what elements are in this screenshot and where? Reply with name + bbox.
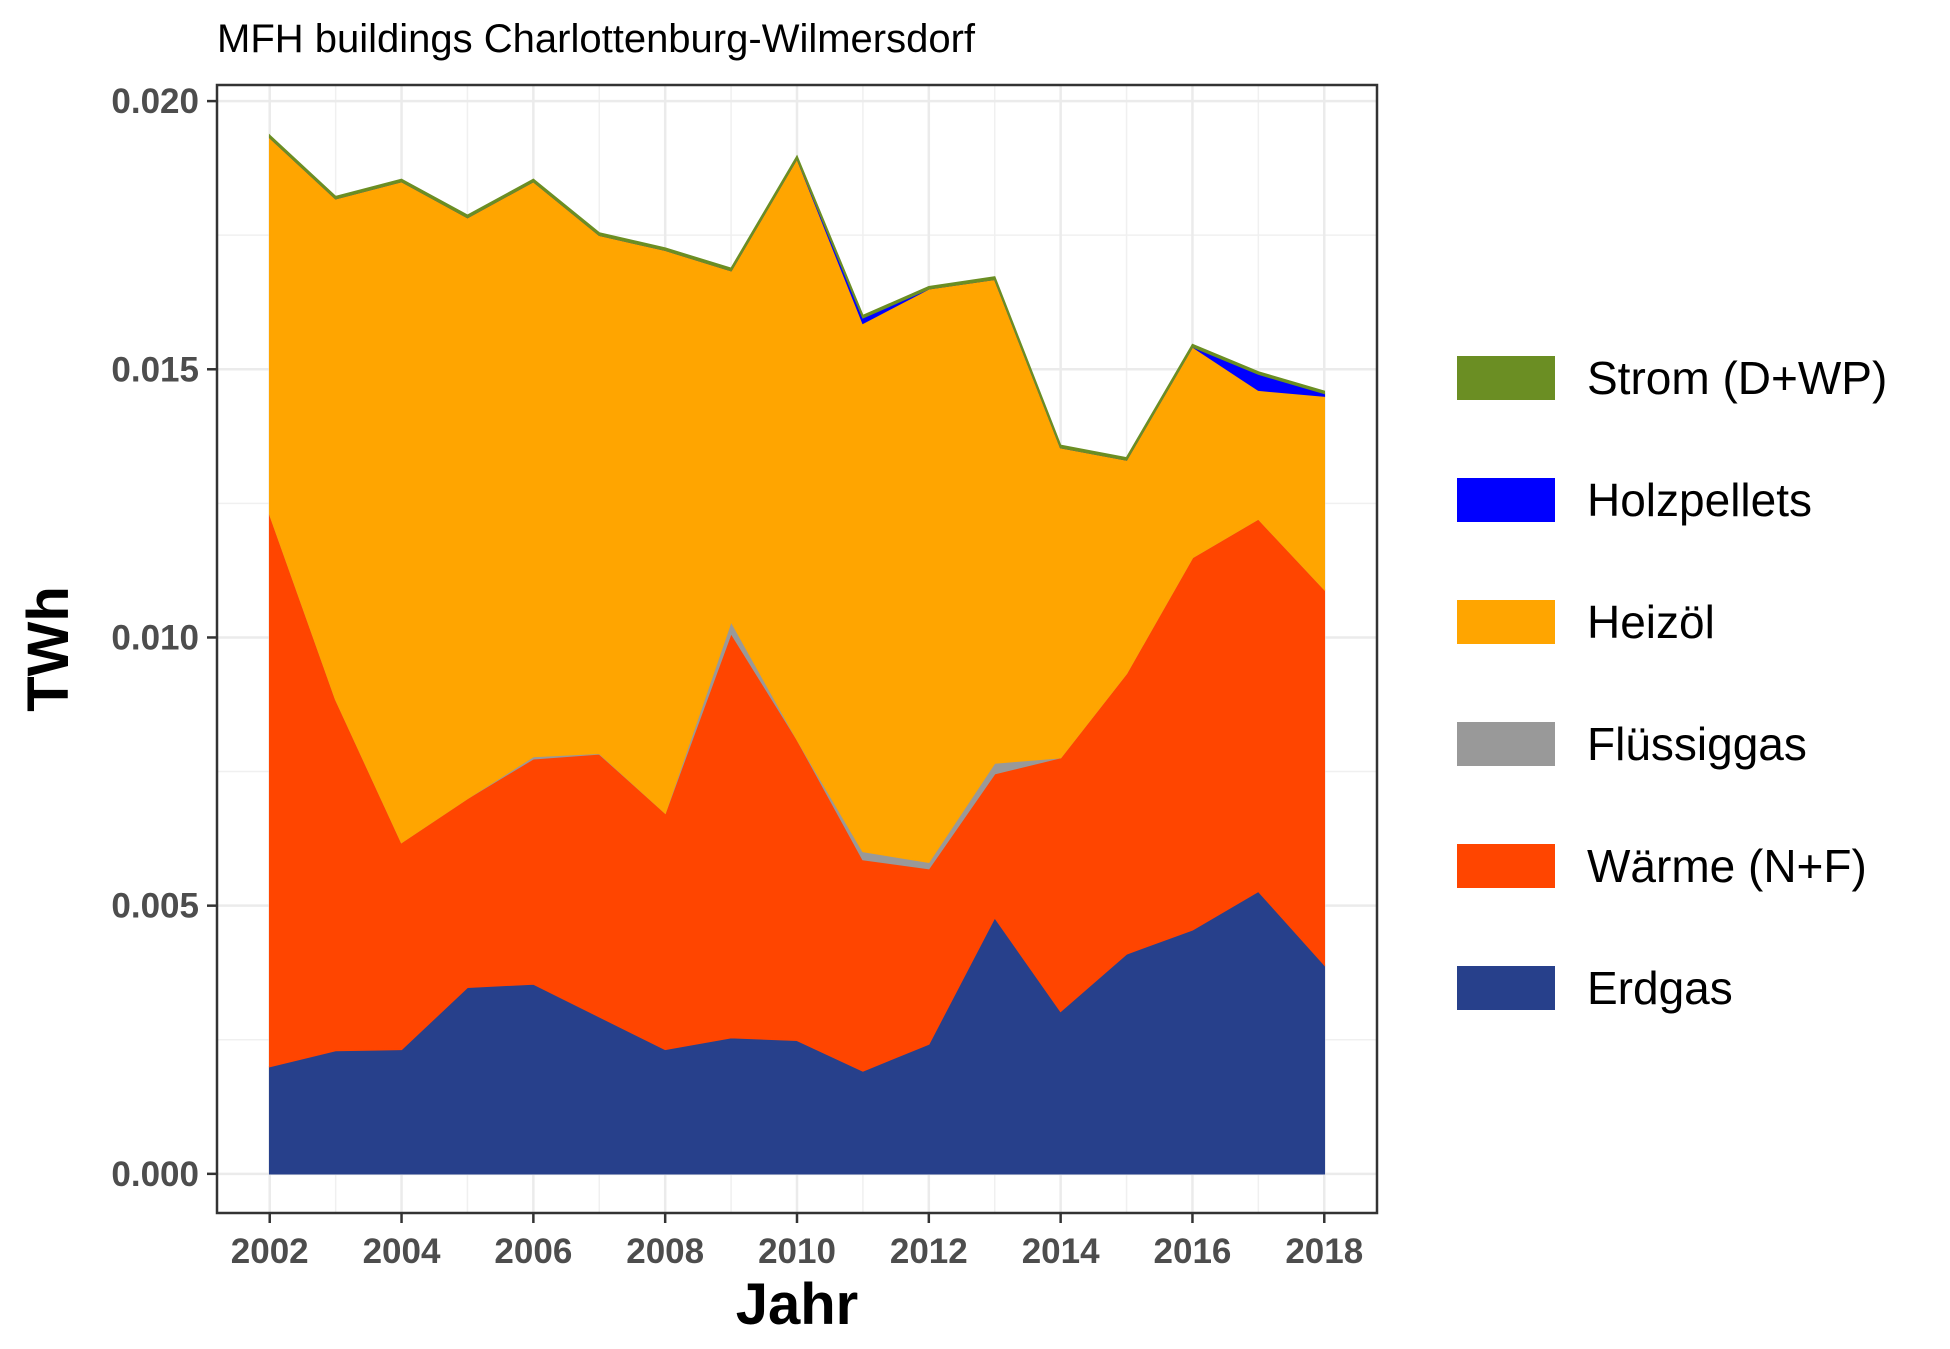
- legend: Strom (D+WP) Holzpellets Heizöl Flüssiggas W…: [1457, 352, 1887, 1014]
- legend-swatch-holzpellets: [1457, 478, 1555, 522]
- x-axis: 2002 2004 2006 2008 2010 2012 2014 2016 2018: [231, 1213, 1363, 1271]
- x-tick-label: 2002: [231, 1232, 309, 1271]
- legend-label-strom-d-wp: Strom (D+WP): [1587, 352, 1887, 404]
- chart-title: MFH buildings Charlottenburg-Wilmersdorf: [217, 17, 976, 61]
- x-tick-label: 2004: [363, 1232, 441, 1271]
- x-tick-label: 2010: [758, 1232, 836, 1271]
- legend-swatch-heiz-l: [1457, 600, 1555, 644]
- x-axis-title: Jahr: [736, 1272, 859, 1337]
- x-tick-label: 2018: [1285, 1232, 1363, 1271]
- y-axis: 0.000 0.005 0.010 0.015 0.020: [111, 82, 217, 1194]
- area-strom-d-wp: [268, 133, 1326, 461]
- legend-swatch-erdgas: [1457, 966, 1555, 1010]
- x-tick-label: 2008: [626, 1232, 704, 1271]
- y-tick-label: 0.020: [111, 82, 199, 121]
- x-tick-label: 2006: [494, 1232, 572, 1271]
- legend-label-w-rme-n-f: Wärme (N+F): [1587, 840, 1867, 892]
- legend-swatch-w-rme-n-f: [1457, 844, 1555, 888]
- x-tick-label: 2012: [890, 1232, 968, 1271]
- legend-swatch-strom-d-wp: [1457, 356, 1555, 400]
- legend-label-erdgas: Erdgas: [1587, 962, 1733, 1014]
- legend-label-fl-ssiggas: Flüssiggas: [1587, 718, 1807, 770]
- y-axis-title: TWh: [16, 586, 81, 712]
- y-tick-label: 0.015: [111, 350, 199, 389]
- y-tick-label: 0.005: [111, 887, 199, 926]
- y-tick-label: 0.010: [111, 618, 199, 657]
- legend-label-heiz-l: Heizöl: [1587, 596, 1715, 648]
- legend-label-holzpellets: Holzpellets: [1587, 474, 1812, 526]
- x-tick-label: 2014: [1022, 1232, 1100, 1271]
- y-tick-label: 0.000: [111, 1155, 199, 1194]
- x-tick-label: 2016: [1154, 1232, 1232, 1271]
- legend-swatch-fl-ssiggas: [1457, 722, 1555, 766]
- stacked-areas: [268, 133, 1326, 1175]
